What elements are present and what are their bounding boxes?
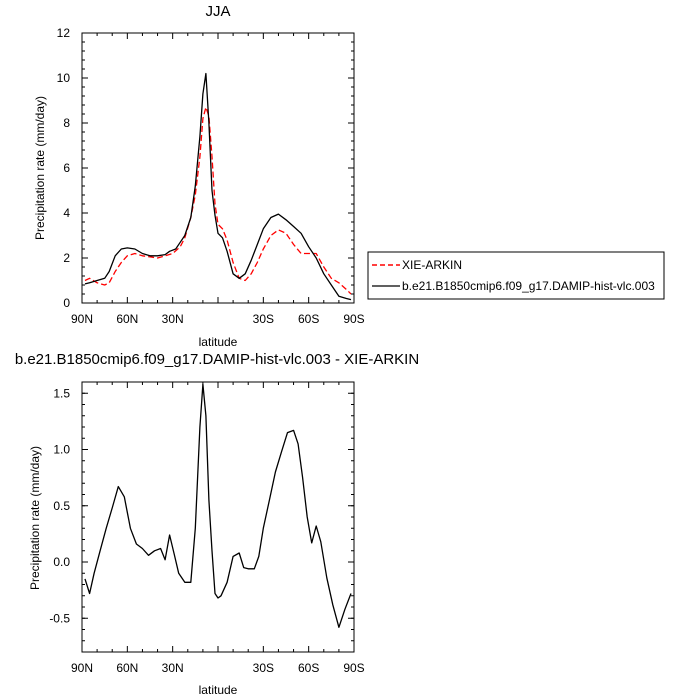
top-plot-frame: [81, 32, 355, 304]
series-line-0-0: [84, 106, 352, 295]
x-tick-label: 90S: [343, 661, 364, 675]
legend-box: [367, 251, 665, 300]
y-tick-label: 12: [57, 26, 71, 40]
top-panel: JJA Precipitation rate (mm/day) latitude…: [33, 3, 365, 349]
series-line-1-0: [84, 383, 352, 628]
y-tick-label: 2: [63, 251, 70, 265]
x-tick-label: 90N: [71, 312, 93, 326]
x-tick-label: 30S: [253, 661, 274, 675]
series-line-0-1: [84, 72, 352, 301]
bottom-panel: b.e21.B1850cmip6.f09_g17.DAMIP-hist-vlc.…: [15, 351, 419, 697]
x-tick-label: 30S: [253, 312, 274, 326]
bottom-x-axis-label: latitude: [199, 683, 238, 697]
y-tick-label: 8: [63, 116, 70, 130]
y-tick-label: 10: [57, 71, 71, 85]
top-axes-layer: 90N 60N 30N 30S 60S 90S 0 2 4 6 8 10 12: [57, 26, 365, 326]
y-tick-label: 0.0: [53, 555, 70, 569]
legend-label-model: b.e21.B1850cmip6.f09_g17.DAMIP-hist-vlc.…: [402, 279, 655, 293]
bottom-series-layer: [84, 383, 352, 628]
bottom-chart-title: b.e21.B1850cmip6.f09_g17.DAMIP-hist-vlc.…: [15, 351, 419, 368]
y-tick-label: 1.0: [53, 443, 70, 457]
y-tick-label: 4: [63, 206, 70, 220]
legend-label-xie-arkin: XIE-ARKIN: [402, 258, 462, 272]
x-tick-label: 30N: [162, 312, 184, 326]
bottom-plot-frame: [81, 381, 355, 653]
y-tick-label: 1.5: [53, 386, 70, 400]
x-tick-label: 30N: [162, 661, 184, 675]
top-x-axis-label: latitude: [199, 335, 238, 349]
y-tick-label: 0: [63, 296, 70, 310]
x-tick-label: 60N: [116, 661, 138, 675]
x-tick-label: 90N: [71, 661, 93, 675]
y-tick-label: 6: [63, 161, 70, 175]
x-tick-label: 60N: [116, 312, 138, 326]
top-series-layer: [84, 72, 352, 301]
bottom-axes-layer: 90N 60N 30N 30S 60S 90S -0.5 0.0 0.5 1.0 1.5: [49, 381, 365, 675]
top-chart-title: JJA: [205, 3, 230, 20]
x-tick-label: 60S: [298, 312, 319, 326]
x-tick-label: 60S: [298, 661, 319, 675]
bottom-y-axis-label: Precipitation rate (mm/day): [28, 446, 42, 590]
legend: XIE-ARKIN b.e21.B1850cmip6.f09_g17.DAMIP…: [367, 251, 665, 300]
y-tick-label: -0.5: [49, 611, 70, 625]
x-tick-label: 90S: [343, 312, 364, 326]
top-y-axis-label: Precipitation rate (mm/day): [33, 96, 47, 240]
y-tick-label: 0.5: [53, 499, 70, 513]
